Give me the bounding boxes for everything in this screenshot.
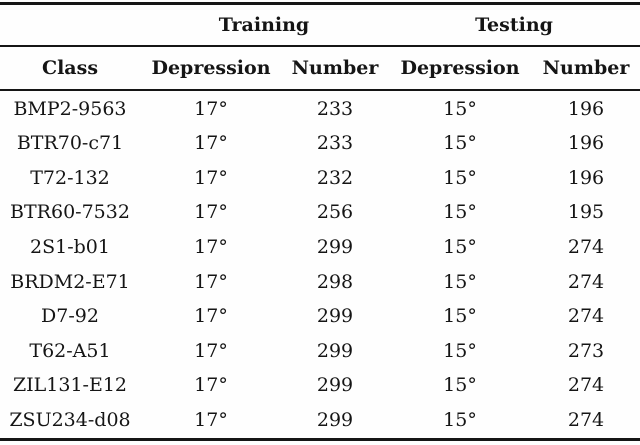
- column-header-test-number: Number: [532, 46, 640, 91]
- cell-train-depression: 17°: [194, 374, 228, 397]
- group-header-training: Training: [140, 3, 388, 47]
- cell-test-number: 274: [567, 236, 605, 259]
- table-row: ZSU234-d08 17° 299 15° 274: [0, 403, 640, 440]
- cell-train-depression: 17°: [194, 132, 228, 155]
- cell-train-depression: 17°: [194, 339, 228, 362]
- column-header-train-number: Number: [282, 46, 388, 91]
- table-row: T72-132 17° 232 15° 196: [0, 161, 640, 196]
- cell-train-depression: 17°: [194, 409, 228, 432]
- cell-class: BRDM2-E71: [10, 270, 130, 293]
- cell-train-number: 299: [316, 409, 354, 432]
- table-row: BRDM2-E71 17° 298 15° 274: [0, 264, 640, 299]
- cell-train-number: 299: [316, 236, 354, 259]
- cell-class: BMP2-9563: [13, 97, 127, 120]
- column-header-test-depression: Depression: [388, 46, 532, 91]
- column-header-train-depression: Depression: [140, 46, 282, 91]
- cell-class: T62-A51: [29, 339, 111, 362]
- cell-test-depression: 15°: [443, 132, 477, 155]
- cell-test-number: 274: [567, 409, 605, 432]
- column-header-class: Class: [0, 46, 140, 91]
- cell-test-depression: 15°: [443, 374, 477, 397]
- cell-train-depression: 17°: [194, 236, 228, 259]
- cell-train-number: 299: [316, 339, 354, 362]
- cell-test-depression: 15°: [443, 236, 477, 259]
- cell-test-number: 274: [567, 270, 605, 293]
- cell-test-depression: 15°: [443, 97, 477, 120]
- cell-train-depression: 17°: [194, 201, 228, 224]
- cell-test-number: 274: [567, 305, 605, 328]
- cell-test-depression: 15°: [443, 339, 477, 362]
- cell-test-depression: 15°: [443, 409, 477, 432]
- cell-test-depression: 15°: [443, 270, 477, 293]
- table-row: ZIL131-E12 17° 299 15° 274: [0, 368, 640, 403]
- cell-train-depression: 17°: [194, 270, 228, 293]
- cell-train-number: 233: [316, 132, 354, 155]
- cell-train-depression: 17°: [194, 305, 228, 328]
- empty-header-cell: [0, 3, 140, 47]
- cell-class: T72-132: [30, 166, 110, 189]
- cell-class: D7-92: [41, 305, 99, 328]
- table-row: BMP2-9563 17° 233 15° 196: [0, 90, 640, 126]
- table-row: BTR70-c71 17° 233 15° 196: [0, 126, 640, 161]
- cell-test-number: 274: [567, 374, 605, 397]
- cell-test-number: 196: [567, 166, 605, 189]
- cell-class: BTR60-7532: [10, 201, 130, 224]
- cell-class: ZSU234-d08: [9, 409, 131, 432]
- cell-test-number: 273: [567, 339, 605, 362]
- cell-class: 2S1-b01: [30, 236, 110, 259]
- cell-test-depression: 15°: [443, 166, 477, 189]
- cell-train-number: 233: [316, 97, 354, 120]
- table-row: 2S1-b01 17° 299 15° 274: [0, 230, 640, 265]
- cell-train-number: 299: [316, 374, 354, 397]
- cell-train-number: 299: [316, 305, 354, 328]
- table-header: Training Testing Class Depression Number…: [0, 3, 640, 91]
- table-row: T62-A51 17° 299 15° 273: [0, 333, 640, 368]
- table-row: D7-92 17° 299 15° 274: [0, 299, 640, 334]
- group-header-row: Training Testing: [0, 3, 640, 47]
- cell-test-number: 195: [567, 201, 605, 224]
- cell-train-depression: 17°: [194, 97, 228, 120]
- column-header-row: Class Depression Number Depression Numbe…: [0, 46, 640, 91]
- table-row: BTR60-7532 17° 256 15° 195: [0, 195, 640, 230]
- cell-train-depression: 17°: [194, 166, 228, 189]
- cell-train-number: 298: [316, 270, 354, 293]
- cell-class: BTR70-c71: [16, 132, 124, 155]
- table-body: BMP2-9563 17° 233 15° 196 BTR70-c71 17° 233 15° 1…: [0, 90, 640, 440]
- cell-test-depression: 15°: [443, 201, 477, 224]
- cell-train-number: 256: [316, 201, 354, 224]
- group-header-testing: Testing: [388, 3, 640, 47]
- cell-test-number: 196: [567, 97, 605, 120]
- cell-test-depression: 15°: [443, 305, 477, 328]
- cell-test-number: 196: [567, 132, 605, 155]
- cell-class: ZIL131-E12: [12, 374, 128, 397]
- cell-train-number: 232: [316, 166, 354, 189]
